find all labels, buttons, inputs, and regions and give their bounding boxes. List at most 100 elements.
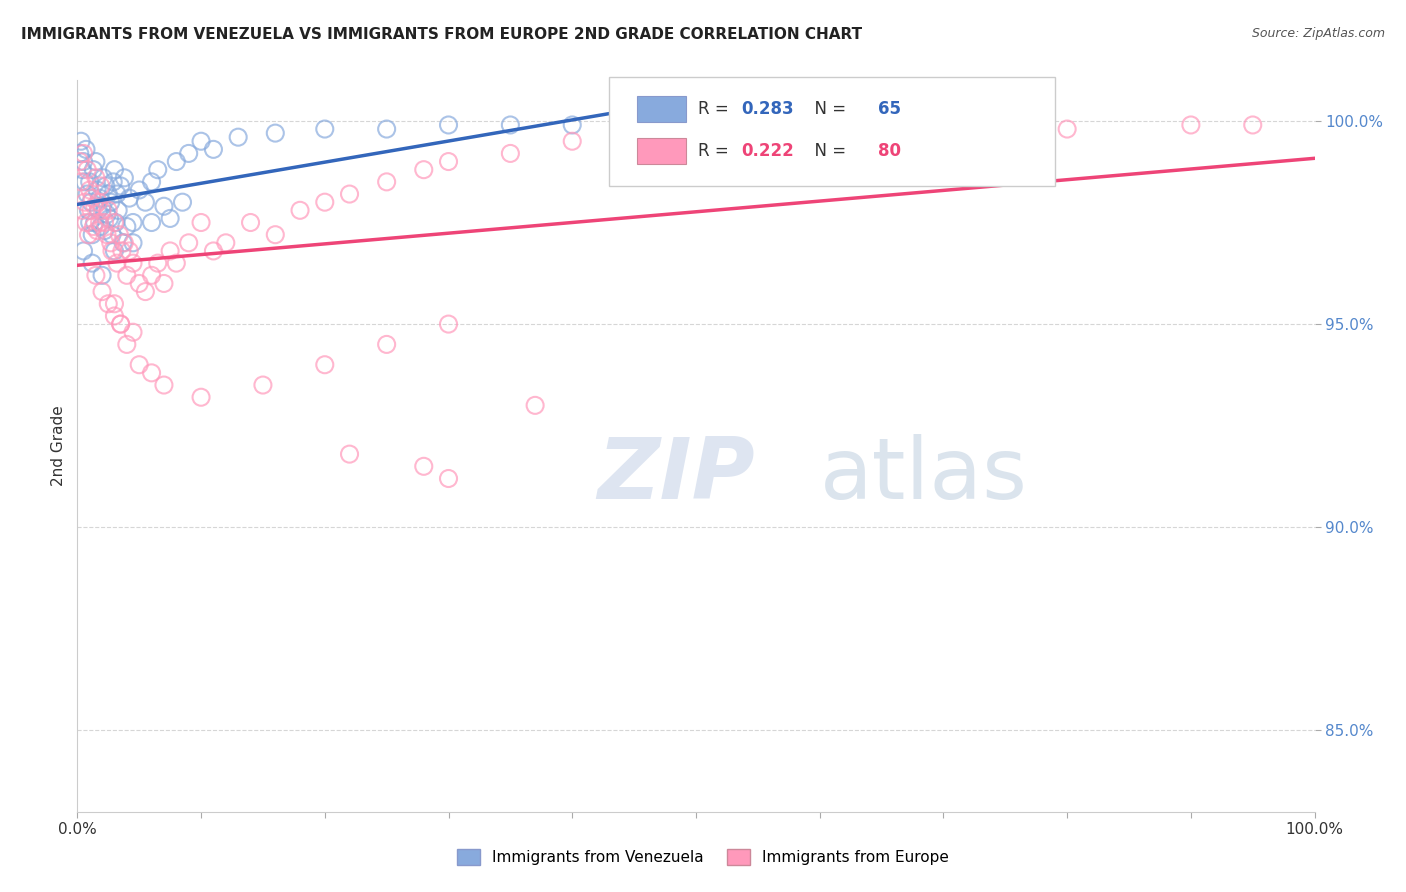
Point — [82, 219, 104, 234]
Text: R =: R = — [699, 142, 734, 161]
Point — [226, 130, 249, 145]
Point — [239, 215, 262, 229]
Point — [76, 187, 98, 202]
Point — [159, 211, 181, 226]
Point — [437, 118, 460, 132]
Point — [82, 227, 104, 242]
Point — [128, 277, 150, 291]
Text: N =: N = — [804, 142, 851, 161]
Point — [79, 175, 101, 189]
Point — [87, 203, 110, 218]
Point — [190, 134, 212, 148]
Point — [561, 118, 583, 132]
Point — [118, 191, 141, 205]
Point — [115, 337, 138, 351]
Point — [252, 378, 274, 392]
Point — [314, 358, 336, 372]
Point — [100, 195, 122, 210]
Point — [122, 235, 145, 250]
Point — [141, 175, 163, 189]
Point — [1180, 118, 1202, 132]
Point — [202, 142, 225, 156]
Point — [103, 215, 125, 229]
Point — [165, 154, 187, 169]
Point — [112, 170, 135, 185]
Text: IMMIGRANTS FROM VENEZUELA VS IMMIGRANTS FROM EUROPE 2ND GRADE CORRELATION CHART: IMMIGRANTS FROM VENEZUELA VS IMMIGRANTS … — [21, 27, 862, 42]
Point — [105, 256, 128, 270]
Point — [97, 203, 120, 218]
Point — [288, 203, 311, 218]
Point — [110, 178, 132, 193]
Point — [339, 447, 361, 461]
Point — [314, 195, 336, 210]
FancyBboxPatch shape — [609, 77, 1054, 186]
Point — [118, 244, 141, 258]
Bar — [637, 95, 686, 122]
Point — [80, 195, 103, 210]
Point — [69, 146, 91, 161]
Point — [103, 175, 125, 189]
Point — [96, 227, 118, 242]
Point — [69, 154, 91, 169]
Point — [84, 154, 107, 169]
Point — [115, 268, 138, 283]
Point — [83, 215, 105, 229]
Point — [190, 215, 212, 229]
Point — [86, 183, 108, 197]
Text: ZIP: ZIP — [598, 434, 755, 516]
Point — [115, 219, 138, 234]
Point — [339, 187, 361, 202]
Point — [91, 268, 114, 283]
Point — [808, 126, 831, 140]
Point — [100, 235, 122, 250]
Y-axis label: 2nd Grade: 2nd Grade — [51, 406, 66, 486]
Point — [128, 358, 150, 372]
Point — [97, 187, 120, 202]
Point — [412, 459, 434, 474]
Point — [499, 146, 522, 161]
Point — [110, 317, 132, 331]
Point — [122, 256, 145, 270]
Point — [91, 170, 114, 185]
Point — [1241, 118, 1264, 132]
Point — [112, 235, 135, 250]
Legend: Immigrants from Venezuela, Immigrants from Europe: Immigrants from Venezuela, Immigrants fr… — [451, 843, 955, 871]
Point — [636, 122, 658, 136]
Point — [437, 154, 460, 169]
Point — [412, 162, 434, 177]
Point — [90, 178, 112, 193]
Point — [375, 175, 398, 189]
Text: Source: ZipAtlas.com: Source: ZipAtlas.com — [1251, 27, 1385, 40]
Text: 65: 65 — [877, 100, 901, 118]
Point — [561, 134, 583, 148]
Bar — [637, 138, 686, 164]
Point — [91, 203, 114, 218]
Point — [101, 244, 124, 258]
Point — [96, 207, 118, 221]
Point — [103, 297, 125, 311]
Point — [98, 211, 121, 226]
Point — [70, 134, 93, 148]
Point — [91, 285, 114, 299]
Point — [153, 378, 176, 392]
Point — [79, 215, 101, 229]
Point — [202, 244, 225, 258]
Point — [103, 162, 125, 177]
Point — [177, 235, 200, 250]
Point — [79, 183, 101, 197]
Point — [91, 199, 114, 213]
Point — [264, 227, 287, 242]
Point — [108, 227, 131, 242]
Point — [93, 215, 115, 229]
Point — [177, 146, 200, 161]
Point — [122, 215, 145, 229]
Text: R =: R = — [699, 100, 734, 118]
Point — [82, 256, 104, 270]
Point — [82, 191, 104, 205]
Point — [76, 162, 98, 177]
Point — [134, 195, 156, 210]
Point — [141, 268, 163, 283]
Point — [1056, 122, 1078, 136]
Point — [70, 175, 93, 189]
Point — [172, 195, 194, 210]
